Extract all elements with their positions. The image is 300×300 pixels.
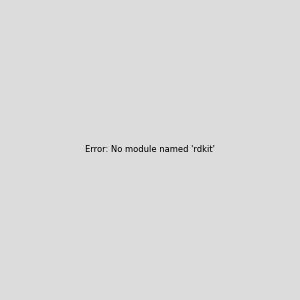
Text: Error: No module named 'rdkit': Error: No module named 'rdkit' bbox=[85, 146, 215, 154]
